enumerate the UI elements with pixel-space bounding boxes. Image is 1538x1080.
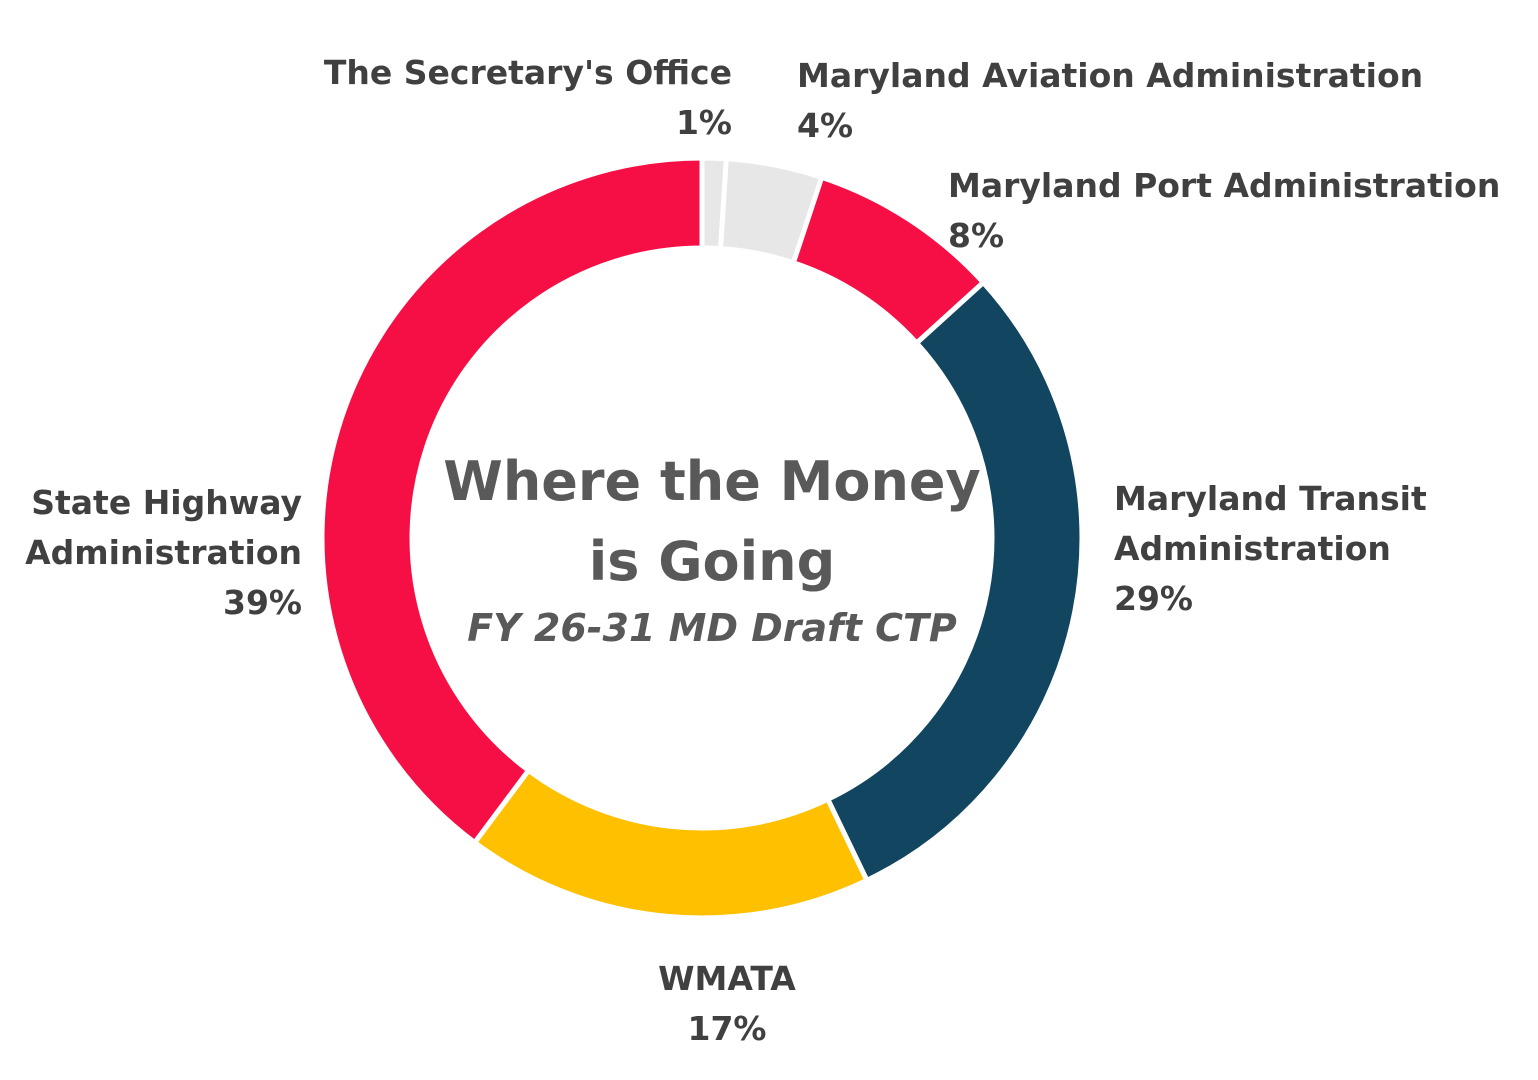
slice-percent-label: 8% [948, 216, 1004, 255]
slice-maryland-transit-administration [825, 280, 1085, 883]
center-title: Where the Money is Going FY 26-31 MD Dra… [443, 450, 980, 650]
slice-label-the-secretary-s-office: The Secretary's Office 1% [324, 53, 732, 142]
slice-percent-label: 29% [1114, 579, 1193, 618]
slice-label-maryland-transit-administration: Maryland Transit Administration 29% [1114, 479, 1427, 618]
slice-percent-label: 4% [797, 106, 853, 145]
slice-name-label: Administration [1114, 529, 1391, 568]
slice-name-label: Maryland Transit [1114, 479, 1427, 518]
donut-slices [319, 155, 1085, 921]
slice-label-state-highway-administration: State Highway Administration 39% [25, 483, 302, 622]
chart-subtitle: FY 26-31 MD Draft CTP [467, 606, 957, 650]
slice-state-highway-administration [319, 155, 705, 846]
slice-labels: The Secretary's Office 1% Maryland Aviatio… [25, 53, 1500, 1048]
slice-percent-label: 39% [223, 583, 302, 622]
slice-percent-label: 17% [688, 1009, 767, 1048]
slice-name-label: Administration [25, 533, 302, 572]
slice-label-maryland-port-administration: Maryland Port Administration 8% [948, 166, 1500, 255]
slice-name-label: Maryland Port Administration [948, 166, 1500, 205]
chart-title-line-1: Where the Money [443, 450, 980, 513]
slice-name-label: WMATA [658, 959, 796, 998]
slice-label-wmata: WMATA 17% [658, 959, 796, 1048]
slice-name-label: The Secretary's Office [324, 53, 732, 92]
chart-title-line-2: is Going [589, 530, 835, 593]
slice-name-label: Maryland Aviation Administration [797, 56, 1423, 95]
slice-name-label: State Highway [31, 483, 302, 522]
slice-percent-label: 1% [676, 103, 732, 142]
slice-wmata [472, 767, 870, 921]
slice-label-maryland-aviation-administration: Maryland Aviation Administration 4% [797, 56, 1423, 145]
